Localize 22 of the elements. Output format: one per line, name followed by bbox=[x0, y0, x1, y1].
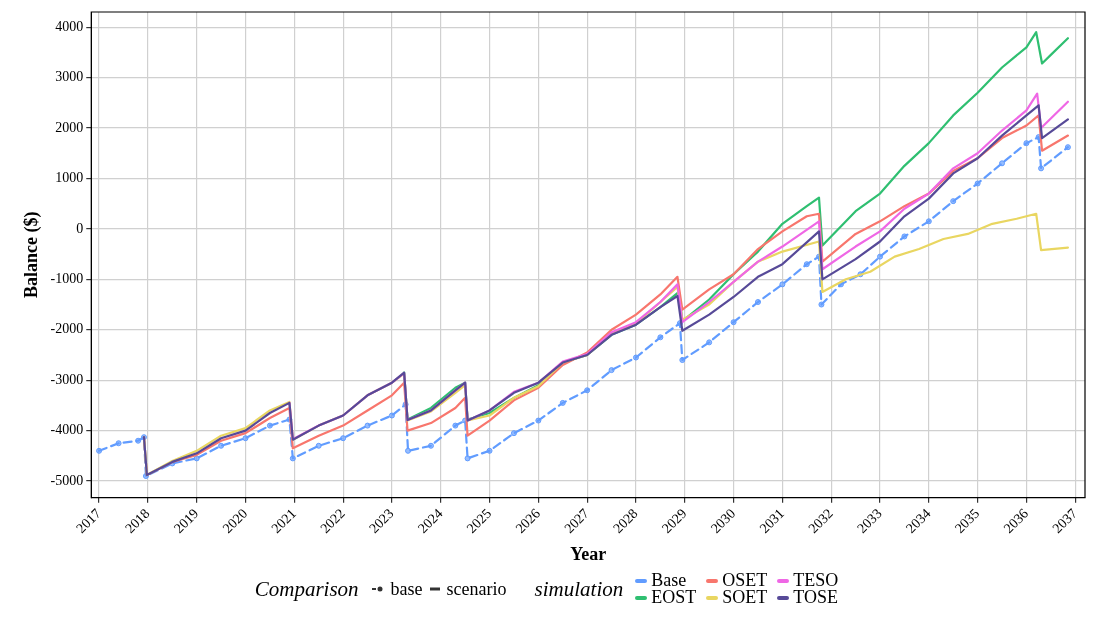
y-tick-label: -3000 bbox=[50, 371, 84, 387]
y-tick-label: 2000 bbox=[55, 119, 84, 135]
y-tick-label: -1000 bbox=[50, 271, 84, 286]
y-tick-label: 1000 bbox=[55, 170, 84, 186]
x-axis-title: Year bbox=[570, 543, 607, 564]
y-tick-label: -5000 bbox=[50, 472, 84, 488]
text: base bbox=[390, 578, 423, 600]
legend-label: OSET bbox=[722, 570, 768, 590]
y-tick-label: 0 bbox=[76, 220, 84, 236]
y-axis-title: Balance ($) bbox=[21, 211, 43, 299]
text: Comparison bbox=[254, 576, 359, 602]
legend-title: simulation bbox=[534, 576, 624, 602]
y-tick-label: -4000 bbox=[50, 422, 84, 438]
y-tick-label: -2000 bbox=[50, 321, 84, 337]
legend-label: TESO bbox=[793, 570, 839, 590]
legend-label: EOST bbox=[651, 587, 697, 607]
y-tick-label: 3000 bbox=[55, 69, 84, 85]
y-tick-label: 4000 bbox=[55, 18, 84, 34]
legend-label: TOSE bbox=[793, 587, 838, 607]
text: scenario bbox=[446, 578, 507, 600]
legend-label: Base bbox=[651, 570, 687, 590]
legend-label: SOET bbox=[722, 587, 768, 607]
